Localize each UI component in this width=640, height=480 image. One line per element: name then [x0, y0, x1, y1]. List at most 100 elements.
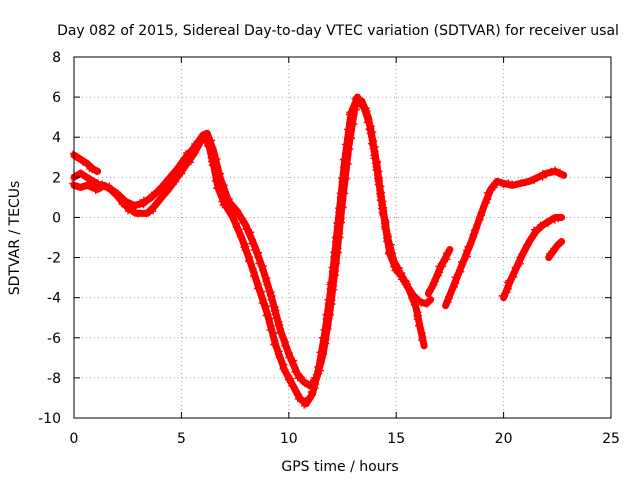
data-point-marker	[337, 230, 344, 237]
data-point-marker	[258, 259, 265, 266]
data-point-marker	[194, 139, 201, 146]
data-point-marker	[477, 210, 484, 217]
data-point-marker	[190, 146, 197, 153]
y-tick-label: 4	[52, 130, 61, 146]
data-point-marker	[393, 261, 400, 268]
data-point-marker	[271, 341, 278, 347]
data-point-marker	[330, 266, 337, 273]
data-point-marker	[374, 181, 381, 188]
chart-title: Day 082 of 2015, Sidereal Day-to-day VTE…	[57, 23, 619, 39]
data-point-marker	[173, 178, 180, 185]
data-point-marker	[531, 177, 538, 184]
data-point-marker	[418, 300, 425, 307]
data-point-marker	[294, 395, 301, 402]
data-point-marker	[372, 156, 379, 163]
data-point-marker	[142, 210, 149, 217]
data-point-marker	[152, 190, 159, 197]
data-point-marker	[385, 234, 392, 241]
data-point-marker	[364, 115, 371, 122]
data-point-marker	[338, 202, 345, 209]
data-point-marker	[217, 191, 224, 198]
data-point-marker	[374, 170, 381, 177]
data-point-marker	[251, 269, 258, 276]
data-point-marker	[136, 199, 143, 206]
data-point-marker	[203, 134, 210, 141]
data-point-marker	[291, 368, 298, 375]
data-point-marker	[521, 249, 528, 256]
data-point-marker	[248, 229, 255, 236]
series-track-band	[442, 167, 568, 310]
data-point-marker	[84, 176, 91, 183]
data-point-marker	[114, 192, 121, 199]
data-point-marker	[218, 170, 225, 177]
data-point-marker	[283, 346, 290, 353]
data-series	[69, 93, 568, 409]
data-point-marker	[256, 249, 263, 256]
data-point-marker	[376, 177, 383, 184]
data-point-marker	[157, 183, 164, 190]
data-point-marker	[253, 246, 260, 253]
data-point-marker	[218, 198, 225, 205]
data-point-marker	[396, 271, 403, 278]
data-point-marker	[262, 306, 269, 313]
data-point-marker	[443, 250, 450, 257]
data-point-marker	[266, 285, 273, 292]
data-point-marker	[418, 337, 425, 344]
data-point-marker	[191, 140, 198, 147]
data-point-marker	[148, 205, 155, 212]
data-point-marker	[511, 264, 518, 271]
data-point-marker	[558, 238, 565, 245]
data-point-marker	[379, 204, 386, 211]
data-point-marker	[288, 382, 295, 389]
data-point-marker	[468, 240, 475, 247]
data-point-marker	[174, 165, 181, 172]
series-track-7	[545, 238, 566, 262]
data-point-marker	[215, 166, 222, 173]
series-track-3	[70, 150, 102, 176]
data-point-marker	[254, 253, 261, 260]
data-point-marker	[209, 137, 216, 144]
data-point-marker	[464, 253, 471, 260]
data-point-marker	[508, 275, 515, 282]
data-point-marker	[223, 192, 230, 199]
data-point-marker	[259, 267, 266, 274]
data-point-marker	[255, 260, 262, 267]
data-point-marker	[267, 315, 274, 322]
data-point-marker	[152, 203, 159, 210]
data-point-marker	[165, 174, 172, 181]
data-point-marker	[270, 300, 277, 307]
data-point-marker	[267, 296, 274, 303]
data-point-marker	[415, 322, 422, 329]
data-point-marker	[256, 289, 263, 296]
data-point-marker	[388, 241, 395, 248]
y-axis-label: SDTVAR / TECUs	[7, 181, 23, 296]
data-point-marker	[253, 279, 260, 286]
x-tick-label: 25	[602, 431, 620, 447]
data-point-marker	[245, 258, 252, 265]
data-point-marker	[390, 262, 397, 269]
data-point-marker	[140, 202, 147, 209]
data-point-marker	[372, 148, 379, 155]
data-point-marker	[524, 240, 531, 247]
data-point-marker	[546, 250, 553, 257]
data-point-marker	[245, 229, 252, 236]
data-point-marker	[241, 246, 248, 253]
data-point-marker	[213, 185, 220, 192]
data-point-marker	[183, 149, 190, 156]
data-point-marker	[253, 285, 260, 292]
data-point-marker	[187, 159, 194, 166]
data-point-marker	[234, 220, 241, 227]
data-point-marker	[226, 200, 233, 207]
data-point-marker	[403, 277, 410, 284]
data-point-marker	[381, 207, 388, 214]
data-point-marker	[261, 303, 268, 310]
data-point-marker	[374, 163, 381, 170]
data-point-marker	[554, 241, 561, 248]
data-point-marker	[548, 168, 555, 175]
data-point-marker	[220, 188, 227, 195]
data-point-marker	[212, 159, 219, 166]
data-point-marker	[370, 152, 377, 159]
data-point-marker	[271, 311, 278, 318]
data-point-marker	[527, 234, 534, 241]
